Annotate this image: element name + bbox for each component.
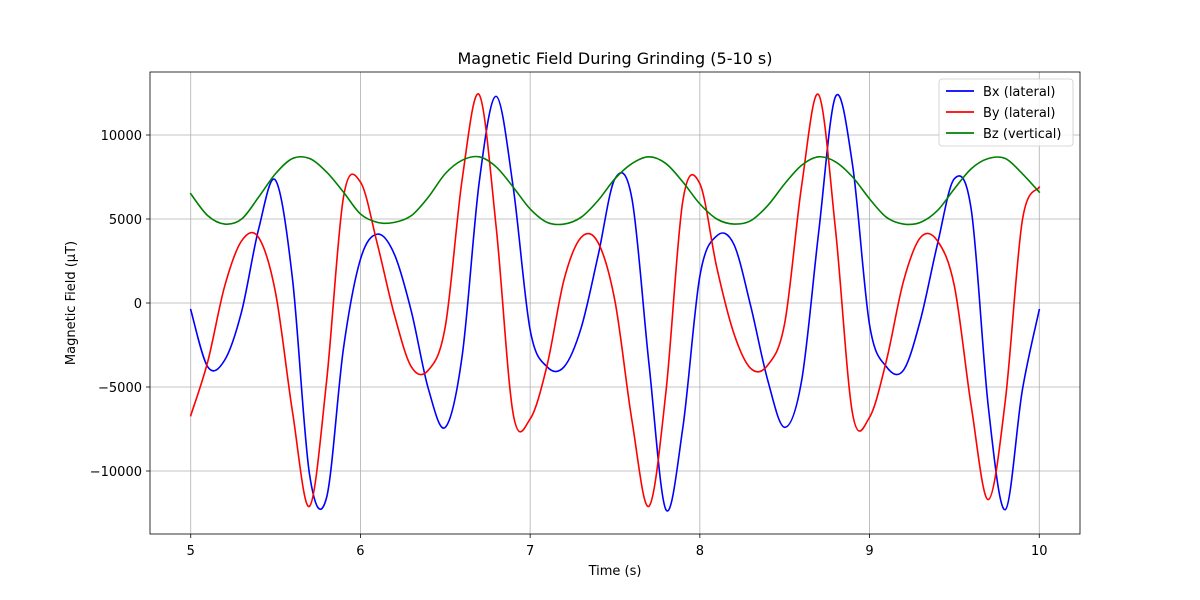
legend-label-by: By (lateral) bbox=[983, 106, 1055, 121]
x-tick-label: 5 bbox=[187, 544, 195, 559]
legend: Bx (lateral) By (lateral) Bz (vertical) bbox=[938, 78, 1074, 147]
legend-label-bx: Bx (lateral) bbox=[983, 85, 1055, 100]
y-tick-label: 10000 bbox=[101, 129, 142, 144]
legend-label-bz: Bz (vertical) bbox=[983, 127, 1062, 142]
plot-area: 5 6 7 8 9 10 −10000 −5000 0 5000 10000 Bx (lateral)… bbox=[90, 71, 1081, 559]
series-line-bz bbox=[189, 155, 1041, 226]
x-tick-label: 7 bbox=[526, 544, 534, 559]
x-tick-label: 10 bbox=[1031, 544, 1048, 559]
y-tick-label: 0 bbox=[134, 297, 142, 312]
x-tick-label: 6 bbox=[356, 544, 364, 559]
y-tick-label: −5000 bbox=[98, 381, 142, 396]
x-axis-label: Time (s) bbox=[588, 564, 642, 579]
y-tick-label: 5000 bbox=[109, 213, 142, 228]
series-line-bx bbox=[189, 93, 1041, 512]
x-tick-label: 9 bbox=[865, 544, 873, 559]
series-line-by bbox=[189, 93, 1041, 508]
x-tick-label: 8 bbox=[696, 544, 704, 559]
legend-box bbox=[938, 78, 1074, 147]
y-axis-label: Magnetic Field (μT) bbox=[64, 241, 79, 365]
y-tick-label: −10000 bbox=[90, 465, 142, 480]
chart-title: Magnetic Field During Grinding (5-10 s) bbox=[458, 49, 773, 68]
